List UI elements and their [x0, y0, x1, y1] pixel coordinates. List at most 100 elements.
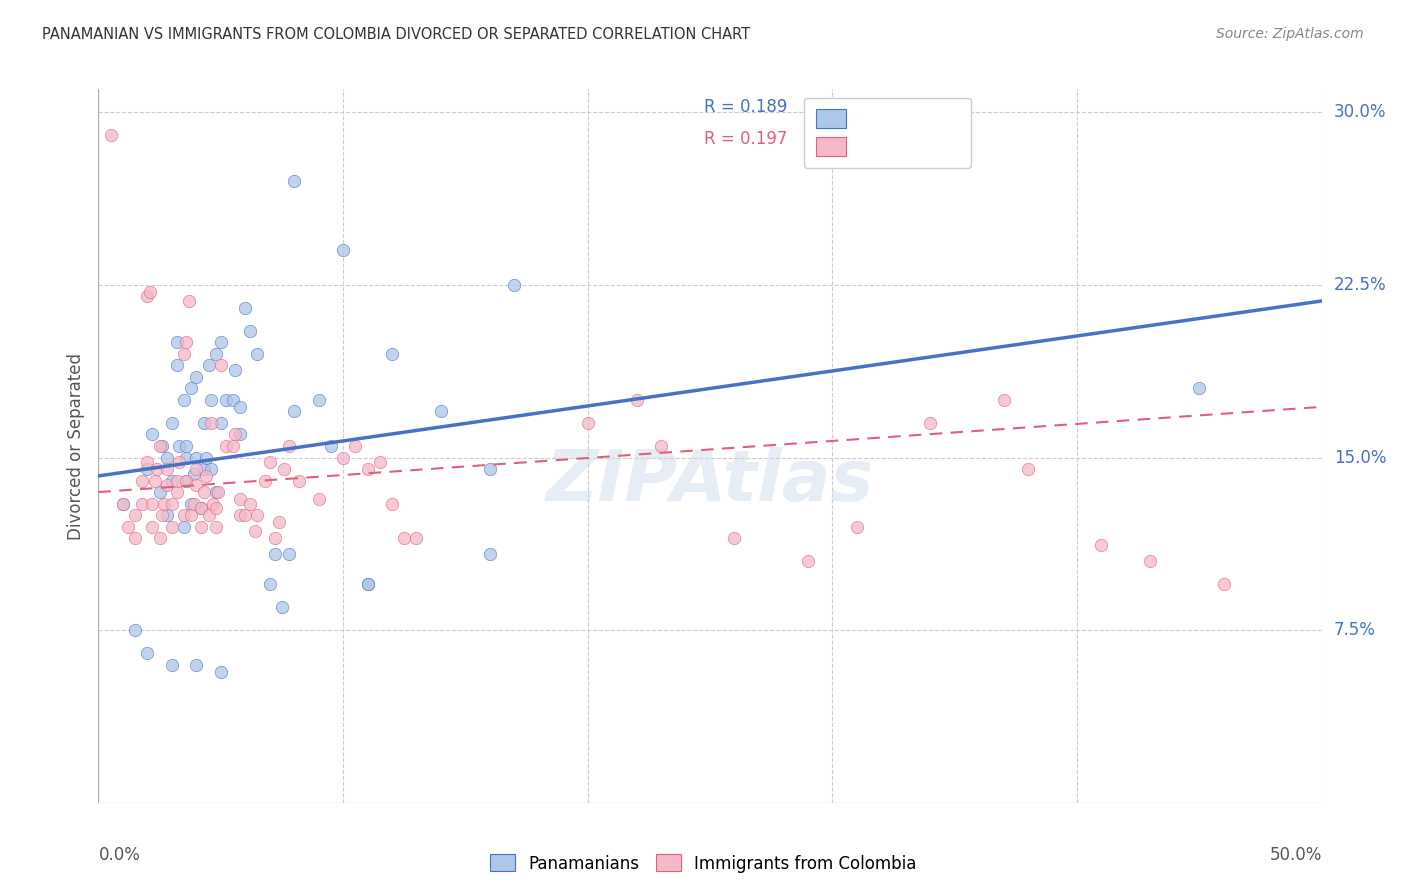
Point: [626, 392, 648, 407]
Point: [141, 497, 163, 511]
Point: [173, 347, 195, 361]
Point: [233, 301, 256, 315]
Point: [149, 439, 172, 453]
Point: [190, 501, 212, 516]
Point: [160, 497, 183, 511]
Point: [111, 497, 134, 511]
Point: [166, 335, 188, 350]
Point: [278, 547, 301, 561]
Point: [207, 485, 229, 500]
Point: [1188, 381, 1211, 395]
Point: [224, 363, 246, 377]
Point: [209, 416, 232, 430]
Point: [197, 508, 219, 522]
Point: [246, 347, 269, 361]
Text: ZIPAtlas: ZIPAtlas: [546, 447, 875, 516]
Point: [229, 400, 252, 414]
Point: [308, 392, 330, 407]
Point: [131, 474, 153, 488]
Point: [149, 485, 172, 500]
Point: [205, 519, 228, 533]
Point: [186, 657, 208, 672]
Point: [136, 462, 159, 476]
Point: [263, 531, 285, 545]
Point: [156, 508, 179, 522]
Text: R = 0.189: R = 0.189: [704, 98, 787, 116]
Point: [205, 501, 228, 516]
Legend:                     ,                     : ,: [804, 97, 970, 168]
Text: 50.0%: 50.0%: [1270, 846, 1322, 863]
Point: [381, 497, 404, 511]
Point: [650, 439, 672, 453]
Point: [160, 474, 183, 488]
Point: [270, 600, 294, 615]
Point: [136, 455, 159, 469]
Point: [202, 497, 225, 511]
Text: 15.0%: 15.0%: [1334, 449, 1386, 467]
Point: [136, 289, 159, 303]
Point: [186, 462, 208, 476]
Point: [368, 455, 391, 469]
Point: [214, 439, 236, 453]
Point: [381, 347, 404, 361]
Point: [177, 293, 200, 308]
Point: [229, 491, 252, 506]
Point: [160, 416, 183, 430]
Point: [214, 392, 236, 407]
Point: [1090, 538, 1112, 552]
Point: [173, 508, 195, 522]
Text: PANAMANIAN VS IMMIGRANTS FROM COLOMBIA DIVORCED OR SEPARATED CORRELATION CHART: PANAMANIAN VS IMMIGRANTS FROM COLOMBIA D…: [42, 27, 751, 42]
Y-axis label: Divorced or Separated: Divorced or Separated: [66, 352, 84, 540]
Point: [180, 508, 202, 522]
Point: [153, 497, 176, 511]
Point: [344, 439, 367, 453]
Point: [167, 439, 190, 453]
Point: [195, 469, 218, 483]
Text: N = 82: N = 82: [832, 130, 900, 148]
Point: [149, 531, 172, 545]
Point: [845, 519, 868, 533]
Point: [1017, 462, 1039, 476]
Point: [392, 531, 416, 545]
Point: [124, 531, 146, 545]
Point: [332, 450, 354, 465]
Point: [224, 427, 246, 442]
Point: [156, 462, 179, 476]
Point: [150, 508, 173, 522]
Point: [193, 462, 215, 476]
Point: [117, 519, 139, 533]
Point: [180, 381, 202, 395]
Point: [176, 335, 198, 350]
Point: [205, 347, 228, 361]
Point: [167, 455, 190, 469]
Point: [166, 474, 188, 488]
Point: [263, 547, 285, 561]
Point: [141, 519, 163, 533]
Text: 30.0%: 30.0%: [1334, 103, 1386, 121]
Point: [222, 392, 245, 407]
Point: [233, 508, 256, 522]
Text: 22.5%: 22.5%: [1334, 276, 1386, 293]
Point: [141, 427, 163, 442]
Point: [186, 450, 208, 465]
Point: [920, 416, 942, 430]
Point: [723, 531, 745, 545]
Point: [176, 450, 198, 465]
Point: [139, 285, 162, 299]
Point: [243, 524, 266, 538]
Point: [195, 450, 218, 465]
Point: [1212, 577, 1234, 591]
Text: 7.5%: 7.5%: [1334, 621, 1375, 640]
Point: [176, 439, 198, 453]
Text: 0.0%: 0.0%: [98, 846, 141, 863]
Point: [183, 497, 205, 511]
Point: [124, 508, 146, 522]
Point: [180, 497, 202, 511]
Point: [259, 577, 281, 591]
Point: [229, 427, 252, 442]
Point: [166, 485, 188, 500]
Point: [356, 462, 378, 476]
Point: [430, 404, 453, 418]
Point: [332, 244, 354, 258]
Point: [136, 646, 159, 660]
